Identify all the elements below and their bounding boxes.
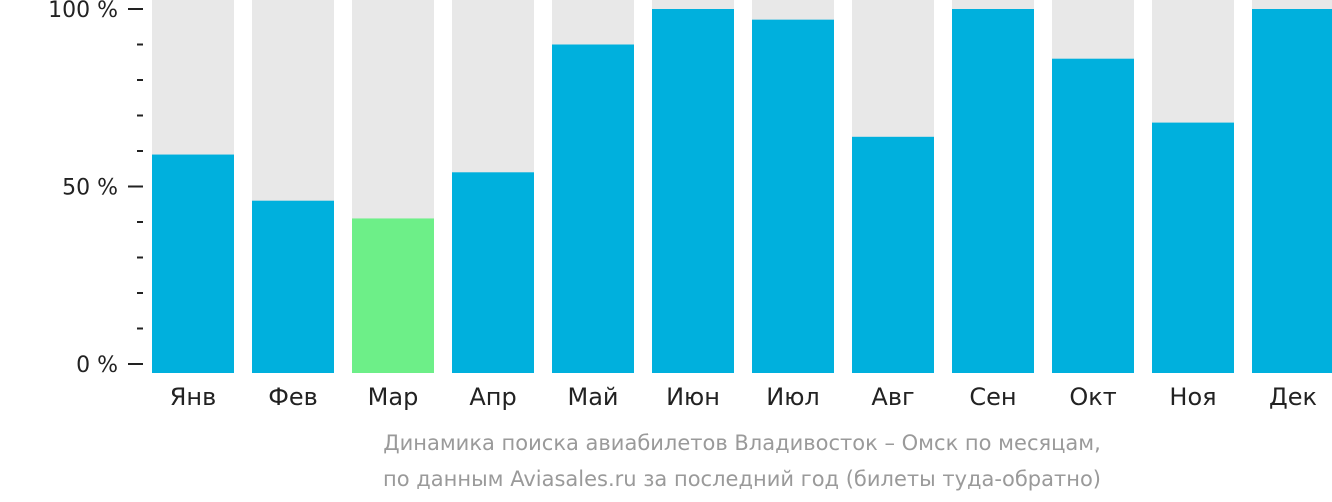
x-category-label: Окт xyxy=(1069,383,1116,411)
x-category-label: Янв xyxy=(170,383,217,411)
bar xyxy=(752,19,834,374)
bar xyxy=(452,172,534,373)
chart-caption-line-2: по данным Aviasales.ru за последний год … xyxy=(383,467,1101,491)
y-tick-label: 100 % xyxy=(48,0,118,23)
x-category-label: Июн xyxy=(666,383,720,411)
bar xyxy=(352,218,434,373)
chart-caption-line-1: Динамика поиска авиабилетов Владивосток … xyxy=(383,431,1101,455)
x-category-label: Сен xyxy=(969,383,1016,411)
x-category-label: Ноя xyxy=(1169,383,1216,411)
bar-chart: 0 % 50 % 100 % Янв Фев Мар Апр Май Июн Июл Авг Сен О… xyxy=(48,0,1332,411)
bar xyxy=(852,136,934,373)
x-category-label: Дек xyxy=(1269,383,1317,411)
bar xyxy=(952,9,1034,373)
y-tick-label: 0 % xyxy=(76,353,118,378)
bar xyxy=(1052,58,1134,373)
bar xyxy=(152,154,234,373)
bar xyxy=(252,200,334,373)
x-category-label: Июл xyxy=(766,383,820,411)
x-category-label: Апр xyxy=(469,383,516,411)
x-category-label: Май xyxy=(567,383,618,411)
bar xyxy=(1252,9,1332,373)
bar xyxy=(652,9,734,373)
x-category-label: Мар xyxy=(368,383,419,411)
x-category-label: Авг xyxy=(871,383,914,411)
bar xyxy=(1152,122,1234,373)
x-category-label: Фев xyxy=(268,383,318,411)
bar xyxy=(552,44,634,373)
y-tick-label: 50 % xyxy=(62,176,118,201)
